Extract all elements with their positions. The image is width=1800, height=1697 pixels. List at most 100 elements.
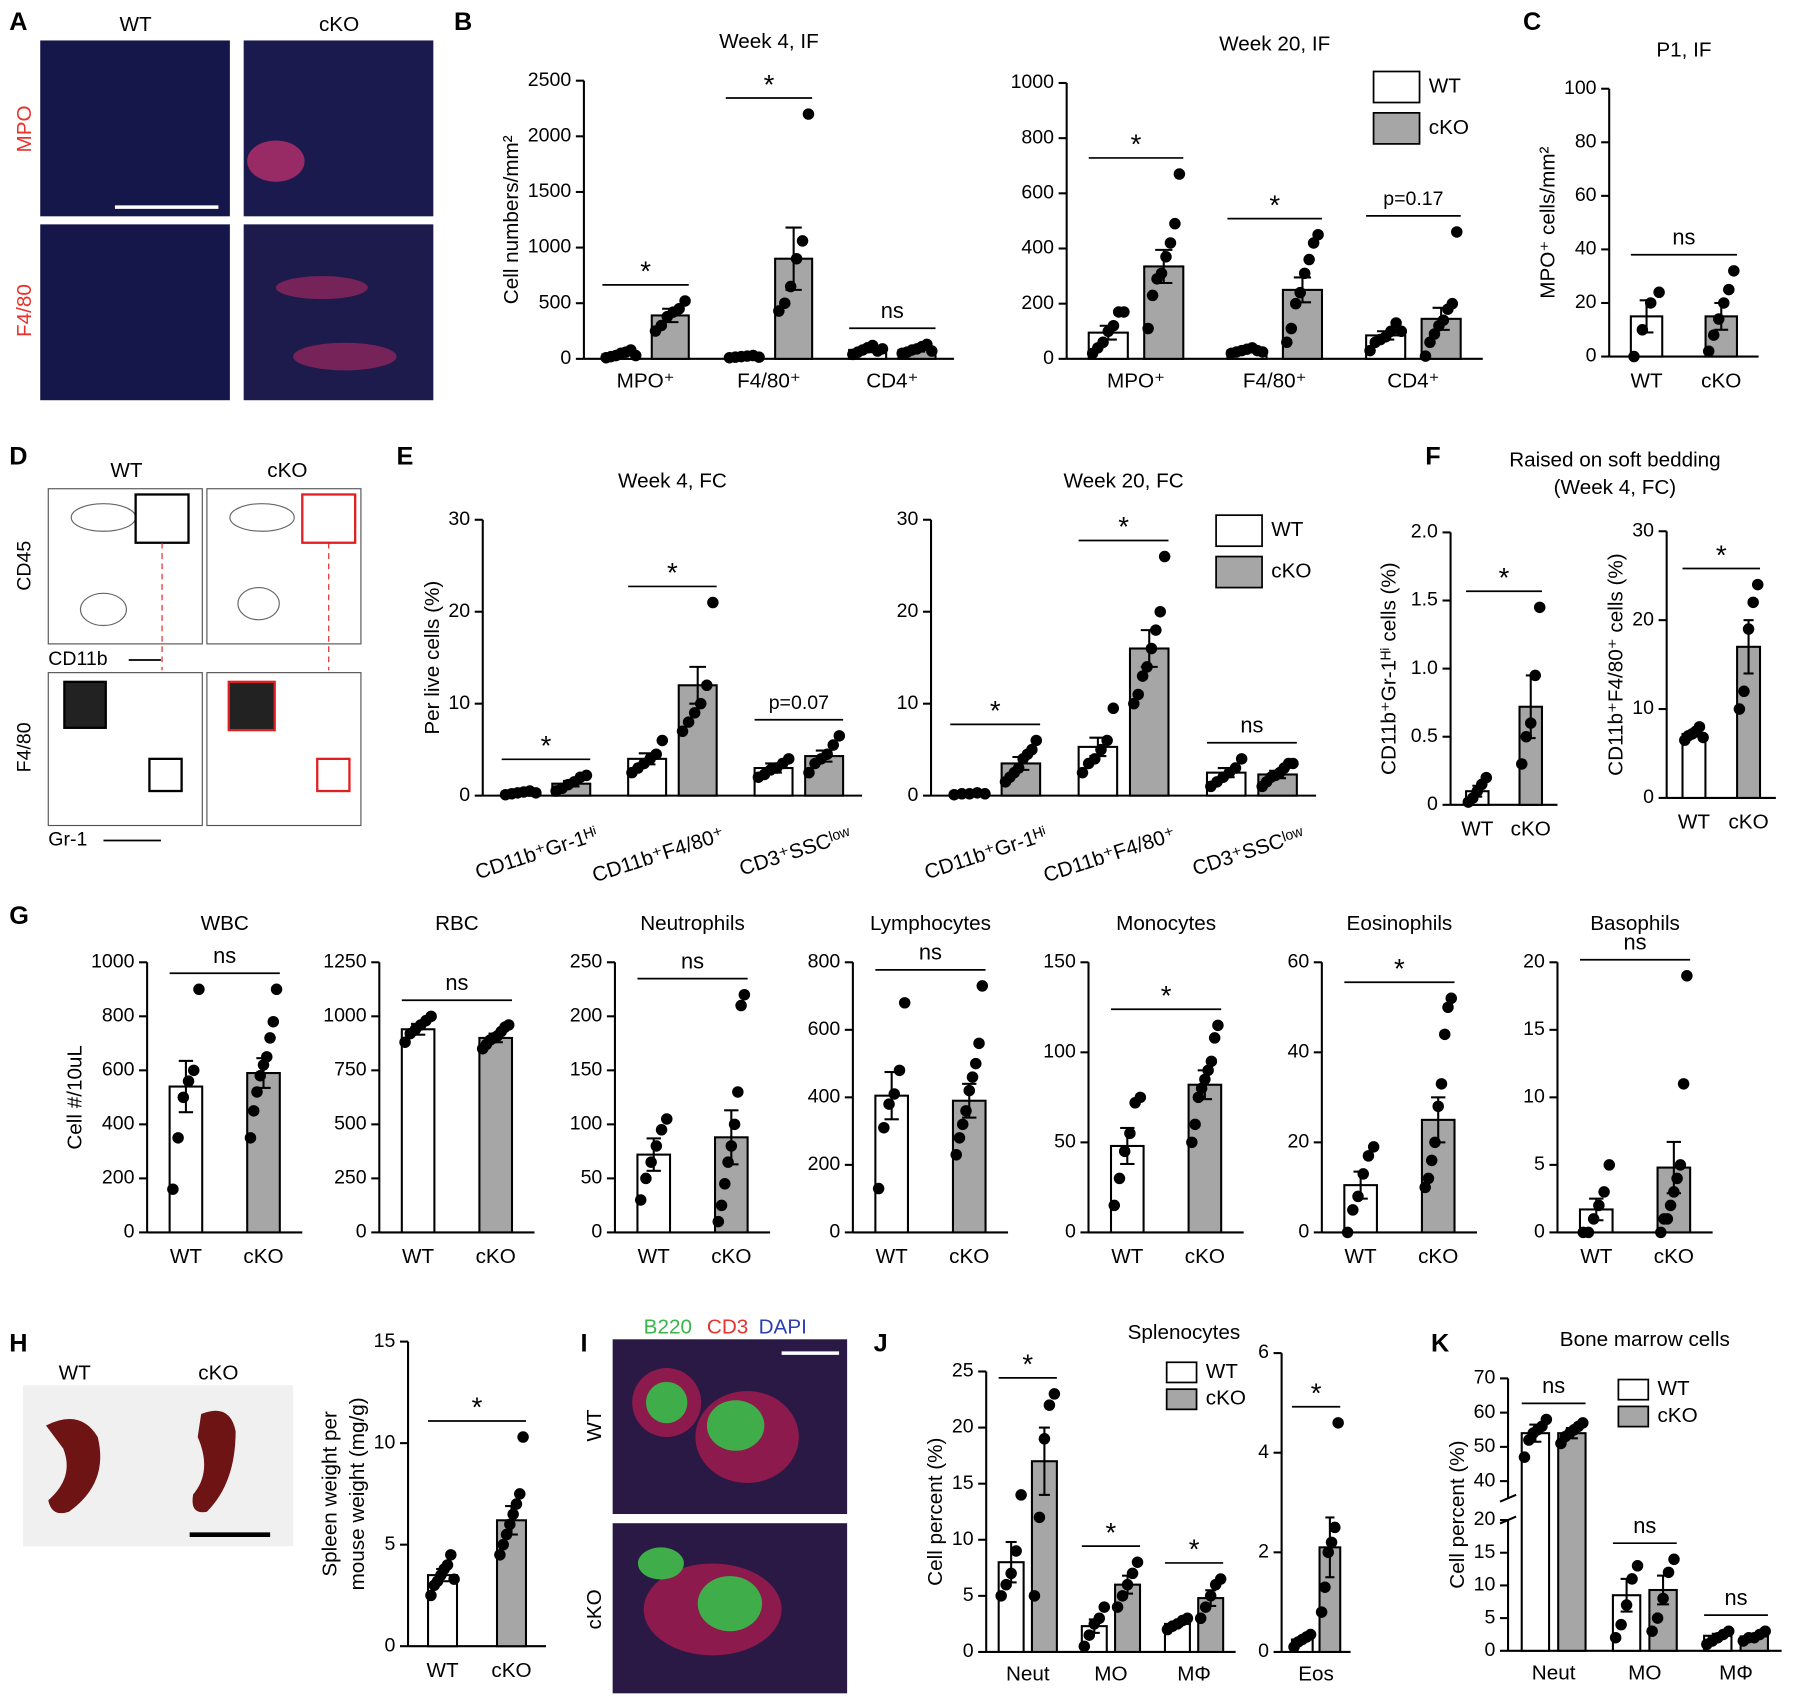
- y-tick-label: 40: [1287, 1040, 1309, 1062]
- y-tick-label: 10: [1474, 1574, 1496, 1596]
- data-point: [1657, 1592, 1669, 1605]
- data-point: [1325, 1536, 1338, 1549]
- data-point: [784, 280, 797, 293]
- data-point: [970, 1057, 982, 1070]
- legend-label: WT: [1429, 74, 1462, 97]
- y-tick-label: 10: [897, 692, 919, 714]
- x-tick-label: cKO: [1728, 811, 1768, 834]
- data-point: [1681, 970, 1693, 982]
- axis-label: Gr-1: [48, 829, 87, 851]
- y-tick-label: 15: [1523, 1018, 1545, 1040]
- data-point: [1367, 1141, 1380, 1153]
- data-point: [876, 343, 889, 355]
- data-point: [1113, 1172, 1126, 1185]
- chart-title: Week 20, FC: [1063, 469, 1183, 492]
- row-label: MPO: [13, 105, 36, 152]
- data-point: [1078, 1640, 1091, 1653]
- x-tick-label: WT: [638, 1245, 671, 1268]
- panel-letter: E: [397, 442, 414, 470]
- sample-label: cKO: [198, 1361, 238, 1384]
- data-point: [1425, 1154, 1438, 1167]
- data-point: [1141, 661, 1153, 673]
- x-tick-label: Eos: [1298, 1662, 1334, 1685]
- y-tick-label: 60: [1287, 950, 1309, 972]
- chart-title: Eosinophils: [1347, 912, 1453, 935]
- data-point: [728, 1118, 741, 1131]
- y-tick-label: 750: [334, 1058, 367, 1080]
- significance-label: *: [1106, 1517, 1117, 1548]
- y-tick-label: 400: [102, 1113, 135, 1135]
- x-tick-label: MΦ: [1177, 1662, 1211, 1685]
- significance-label: ns: [1724, 1585, 1747, 1610]
- y-tick-label: 0: [124, 1221, 135, 1243]
- data-point: [1664, 1199, 1677, 1212]
- data-point: [1145, 642, 1158, 655]
- y-tick-label: 600: [1021, 181, 1054, 203]
- spleen: [192, 1410, 236, 1513]
- significance-label: ns: [1672, 224, 1695, 249]
- x-tick-label: CD4⁺: [1387, 369, 1439, 392]
- data-point: [1738, 685, 1750, 698]
- stain-label: CD3: [707, 1315, 748, 1338]
- x-tick-label: MΦ: [1719, 1661, 1753, 1684]
- significance-label: *: [1716, 539, 1727, 570]
- data-point: [1155, 267, 1168, 280]
- data-point: [634, 1194, 647, 1206]
- panel-letter: J: [874, 1330, 888, 1358]
- data-point: [1093, 1612, 1106, 1625]
- data-point: [1010, 1545, 1022, 1557]
- panel-letter: C: [1523, 8, 1541, 36]
- data-point: [1603, 1159, 1616, 1171]
- legend-label: WT: [1271, 518, 1304, 541]
- axis-break: [1499, 1493, 1517, 1503]
- chart-title: Lymphocytes: [870, 912, 991, 935]
- y-tick-label: 1500: [528, 180, 572, 202]
- data-point: [650, 748, 662, 760]
- data-point: [264, 1032, 276, 1044]
- data-point: [712, 1215, 725, 1228]
- y-tick-label: 100: [1564, 77, 1597, 99]
- y-tick-label: 100: [570, 1113, 603, 1135]
- data-point: [1520, 730, 1533, 743]
- data-point: [715, 1199, 728, 1212]
- data-point: [956, 1118, 969, 1131]
- data-point: [1651, 1612, 1664, 1624]
- data-point: [1208, 1032, 1221, 1044]
- stain: [706, 1400, 765, 1451]
- data-point: [1451, 226, 1463, 238]
- x-tick-label: cKO: [243, 1245, 283, 1268]
- y-tick-label: 50: [581, 1167, 603, 1189]
- data-point: [1287, 757, 1299, 770]
- data-point: [1118, 306, 1130, 318]
- data-point: [673, 303, 685, 315]
- y-tick-label: 15: [374, 1330, 396, 1352]
- data-point: [1205, 1055, 1218, 1068]
- x-tick-label: cKO: [1185, 1245, 1225, 1268]
- data-point: [898, 997, 911, 1009]
- data-point: [1446, 297, 1459, 310]
- data-point: [1646, 1625, 1658, 1637]
- data-point: [926, 345, 938, 357]
- y-tick-label: 0: [1065, 1221, 1076, 1243]
- data-point: [1628, 350, 1640, 363]
- data-point: [1582, 1226, 1595, 1239]
- data-point: [1364, 344, 1376, 357]
- panel-letter: H: [9, 1330, 27, 1358]
- bar: [1128, 647, 1170, 797]
- data-point: [803, 766, 815, 779]
- y-tick-label: 200: [1021, 292, 1054, 314]
- data-point: [1126, 1567, 1139, 1580]
- data-point: [640, 1172, 652, 1185]
- data-point: [827, 739, 839, 751]
- legend-label: cKO: [1206, 1387, 1246, 1410]
- chart-title: WBC: [201, 912, 249, 935]
- significance-label: *: [1189, 1534, 1200, 1565]
- y-tick-label: 0.5: [1411, 725, 1438, 747]
- chart-title: Week 4, FC: [618, 469, 727, 492]
- data-point: [1677, 1078, 1690, 1090]
- significance-label: ns: [1240, 712, 1263, 737]
- x-tick-label: Neut: [1006, 1662, 1050, 1685]
- data-point: [1653, 286, 1665, 299]
- data-point: [1043, 1399, 1056, 1411]
